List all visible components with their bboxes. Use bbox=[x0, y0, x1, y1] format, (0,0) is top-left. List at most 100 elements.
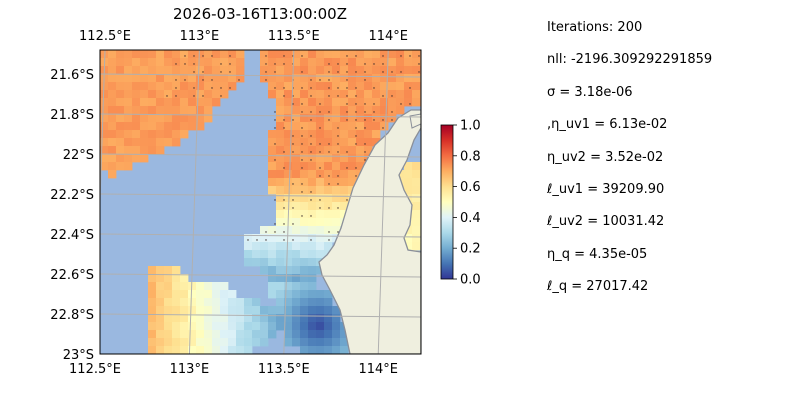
field-marker bbox=[382, 127, 384, 129]
field-cell bbox=[316, 298, 325, 307]
field-cell bbox=[412, 178, 421, 187]
field-cell bbox=[172, 274, 181, 283]
field-marker bbox=[301, 143, 303, 145]
field-cell bbox=[220, 298, 229, 307]
field-cell bbox=[108, 146, 117, 155]
field-cell bbox=[284, 138, 293, 147]
field-cell bbox=[196, 306, 205, 315]
field-cell bbox=[332, 90, 341, 99]
field-cell bbox=[116, 162, 125, 171]
field-cell bbox=[356, 74, 365, 83]
field-cell bbox=[196, 338, 205, 347]
field-cell bbox=[396, 82, 405, 91]
field-cell bbox=[260, 330, 269, 339]
field-cell bbox=[276, 58, 285, 67]
field-cell bbox=[156, 306, 165, 315]
field-marker bbox=[328, 151, 330, 153]
field-cell bbox=[252, 234, 261, 243]
field-marker bbox=[409, 55, 411, 57]
field-marker bbox=[328, 87, 330, 89]
field-marker bbox=[256, 239, 258, 241]
field-marker bbox=[283, 119, 285, 121]
field-cell bbox=[300, 282, 309, 291]
field-cell bbox=[412, 242, 421, 251]
field-cell bbox=[300, 154, 309, 163]
field-cell bbox=[412, 66, 421, 75]
field-cell bbox=[300, 90, 309, 99]
field-cell bbox=[132, 98, 141, 107]
field-cell bbox=[188, 346, 197, 354]
field-cell bbox=[124, 162, 133, 171]
field-marker bbox=[193, 71, 195, 73]
field-cell bbox=[276, 178, 285, 187]
field-cell bbox=[308, 298, 317, 307]
field-cell bbox=[332, 66, 341, 75]
field-cell bbox=[100, 50, 109, 59]
field-cell bbox=[316, 186, 325, 195]
field-cell bbox=[132, 146, 141, 155]
field-cell bbox=[356, 122, 365, 131]
field-cell bbox=[172, 82, 181, 91]
parameter-line: σ = 3.18e-06 bbox=[547, 84, 633, 100]
x-tick-label-top: 113°E bbox=[180, 29, 220, 44]
field-marker bbox=[355, 127, 357, 129]
field-cell bbox=[300, 98, 309, 107]
field-marker bbox=[337, 143, 339, 145]
field-cell bbox=[212, 322, 221, 331]
field-cell bbox=[156, 274, 165, 283]
field-cell bbox=[252, 242, 261, 251]
field-cell bbox=[244, 330, 253, 339]
field-cell bbox=[332, 338, 341, 347]
field-cell bbox=[316, 82, 325, 91]
field-cell bbox=[316, 138, 325, 147]
field-cell bbox=[188, 338, 197, 347]
field-cell bbox=[236, 346, 245, 354]
field-cell bbox=[300, 306, 309, 315]
field-cell bbox=[164, 58, 173, 67]
field-cell bbox=[124, 130, 133, 139]
field-cell bbox=[300, 250, 309, 259]
field-cell bbox=[308, 234, 317, 243]
field-marker bbox=[283, 127, 285, 129]
field-cell bbox=[308, 58, 317, 67]
field-cell bbox=[276, 258, 285, 267]
field-cell bbox=[324, 50, 333, 59]
field-marker bbox=[328, 71, 330, 73]
field-cell bbox=[156, 338, 165, 347]
field-cell bbox=[260, 50, 269, 59]
field-cell bbox=[204, 282, 213, 291]
field-cell bbox=[140, 106, 149, 115]
field-cell bbox=[124, 66, 133, 75]
field-cell bbox=[332, 50, 341, 59]
field-cell bbox=[156, 314, 165, 323]
field-cell bbox=[196, 74, 205, 83]
field-cell bbox=[380, 98, 389, 107]
field-cell bbox=[164, 74, 173, 83]
field-cell bbox=[300, 58, 309, 67]
field-cell bbox=[164, 290, 173, 299]
field-cell bbox=[108, 130, 117, 139]
field-marker bbox=[328, 111, 330, 113]
field-cell bbox=[244, 242, 253, 251]
field-cell bbox=[292, 154, 301, 163]
field-marker bbox=[274, 199, 276, 201]
grid-meridian bbox=[377, 50, 389, 354]
field-cell bbox=[164, 106, 173, 115]
x-tick-label-bottom: 113°E bbox=[170, 362, 210, 377]
field-cell bbox=[308, 98, 317, 107]
field-cell bbox=[260, 74, 269, 83]
field-marker bbox=[373, 87, 375, 89]
field-cell bbox=[364, 74, 373, 83]
field-marker bbox=[274, 119, 276, 121]
field-cell bbox=[180, 290, 189, 299]
field-cell bbox=[276, 146, 285, 155]
field-cell bbox=[372, 106, 381, 115]
field-cell bbox=[404, 98, 413, 107]
x-ticks-bottom: 112.5°E 113°E 113.5°E 114°E bbox=[69, 362, 398, 377]
field-cell bbox=[372, 82, 381, 91]
field-cell bbox=[204, 58, 213, 67]
field-cell bbox=[300, 266, 309, 275]
field-cell bbox=[284, 154, 293, 163]
field-cell bbox=[148, 138, 157, 147]
field-cell bbox=[268, 306, 277, 315]
